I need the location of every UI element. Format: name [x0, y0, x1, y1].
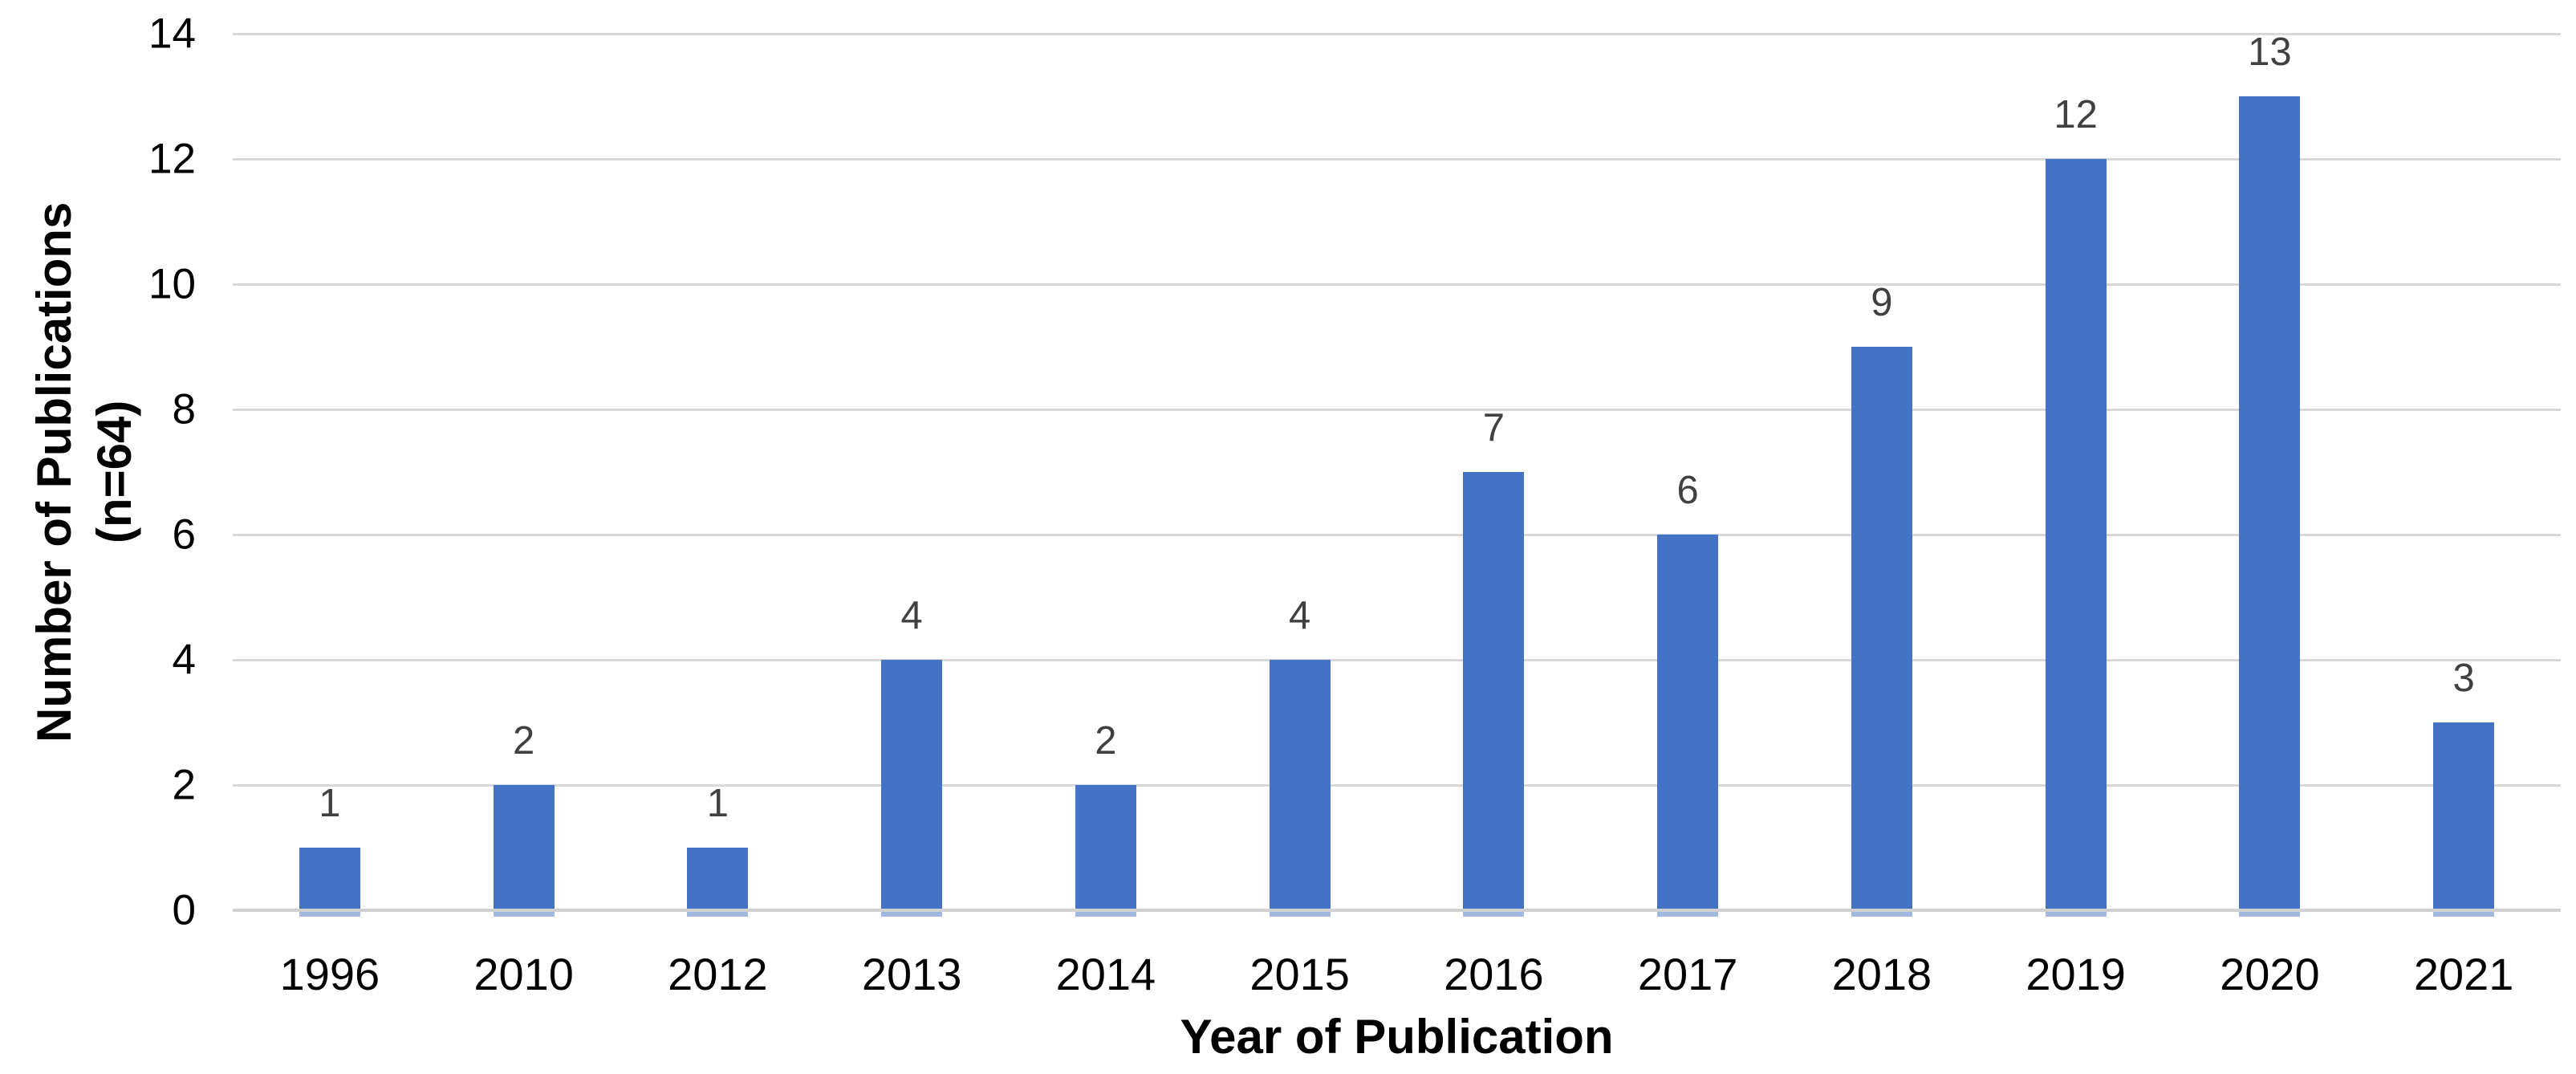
y-tick-label: 0	[172, 886, 196, 934]
bar-foot	[2045, 912, 2107, 917]
bar-foot	[1657, 912, 1719, 917]
bar-foot	[1269, 912, 1331, 917]
value-label: 12	[2054, 93, 2098, 136]
value-label: 4	[900, 594, 923, 637]
y-tick-label: 14	[148, 10, 196, 58]
x-tick-label: 2014	[1055, 949, 1156, 999]
value-label: 1	[706, 782, 729, 825]
y-tick-label: 12	[148, 135, 196, 183]
gridline	[233, 658, 2561, 661]
bar	[493, 785, 555, 910]
gridline	[233, 533, 2561, 536]
plot-area: 1 2 1 4 2 4 7 6 9 12 13 3	[233, 31, 2561, 917]
value-label: 3	[2452, 657, 2475, 700]
bar	[1851, 347, 1912, 910]
x-tick-label: 1996	[279, 949, 380, 999]
bar-foot	[2239, 912, 2301, 917]
y-axis-ticks: 0 2 4 6 8 10 12 14	[0, 0, 196, 1074]
value-label: 2	[512, 719, 535, 763]
bar	[1075, 785, 1136, 910]
value-label: 2	[1095, 719, 1117, 763]
bar-foot	[493, 912, 555, 917]
value-label: 9	[1871, 281, 1893, 324]
bar-foot	[687, 912, 749, 917]
value-label: 4	[1288, 594, 1311, 637]
bar	[1657, 535, 1719, 910]
y-tick-label: 4	[172, 636, 196, 684]
gridline	[233, 783, 2561, 787]
x-axis-line	[233, 909, 2561, 912]
bar-foot	[1851, 912, 1912, 917]
x-tick-label: 2013	[861, 949, 962, 999]
value-label: 1	[319, 782, 341, 825]
x-tick-label: 2012	[668, 949, 768, 999]
bar	[299, 848, 360, 910]
bar-foot	[1075, 912, 1136, 917]
y-tick-label: 8	[172, 385, 196, 433]
bar	[2433, 722, 2495, 910]
value-label: 6	[1676, 469, 1699, 512]
bar	[881, 660, 943, 910]
bar-foot	[881, 912, 943, 917]
x-tick-label: 2016	[1444, 949, 1544, 999]
value-label: 7	[1482, 406, 1505, 450]
gridline	[233, 408, 2561, 411]
bar	[1463, 472, 1525, 910]
bar	[687, 848, 749, 910]
x-axis-title: Year of Publication	[1180, 1010, 1614, 1064]
bar-foot	[299, 912, 360, 917]
x-tick-label: 2015	[1249, 949, 1350, 999]
x-tick-label: 2018	[1831, 949, 1932, 999]
x-tick-label: 2019	[2025, 949, 2126, 999]
y-tick-label: 6	[172, 511, 196, 559]
bar-foot	[1463, 912, 1525, 917]
gridline	[233, 157, 2561, 161]
x-tick-label: 2020	[2220, 949, 2320, 999]
gridline	[233, 32, 2561, 35]
bar-foot	[2433, 912, 2495, 917]
x-tick-label: 2021	[2413, 949, 2514, 999]
value-label: 13	[2248, 31, 2292, 74]
bar	[2045, 159, 2107, 910]
gridline	[233, 283, 2561, 286]
bar	[1269, 660, 1331, 910]
bar	[2239, 96, 2301, 910]
x-tick-label: 2010	[473, 949, 574, 999]
y-tick-label: 10	[148, 260, 196, 308]
y-tick-label: 2	[172, 761, 196, 809]
x-tick-label: 2017	[1637, 949, 1738, 999]
